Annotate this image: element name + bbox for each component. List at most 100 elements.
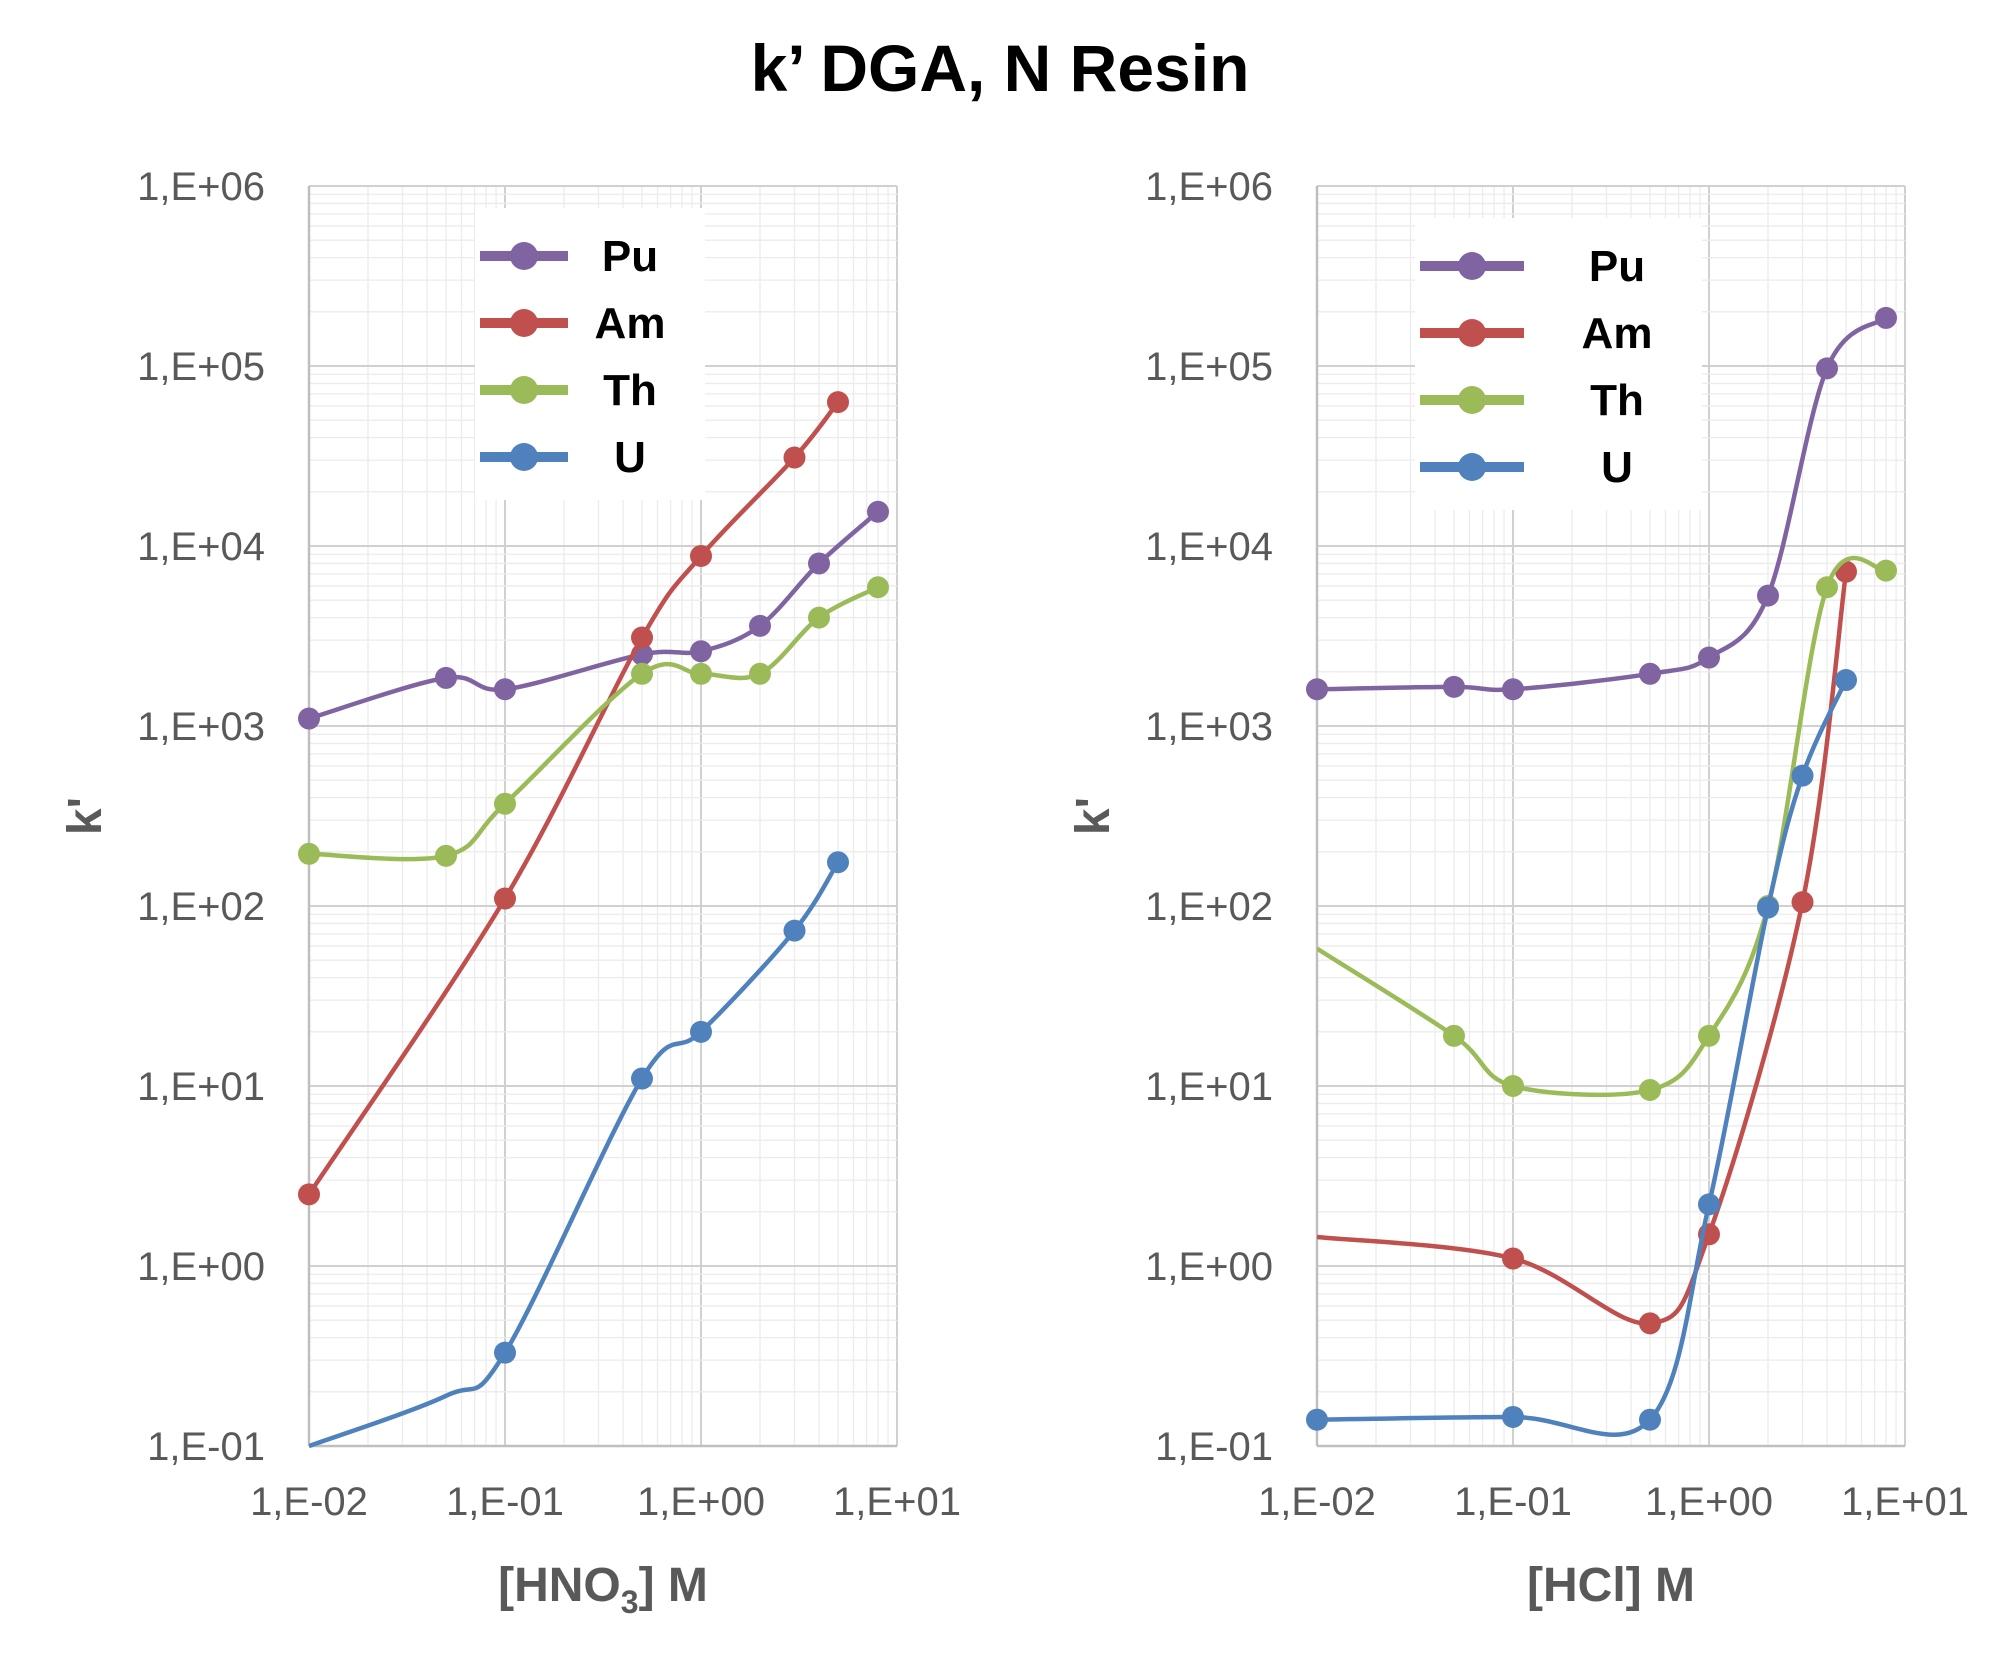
x-tick-label: 1,E-01 [446, 1480, 564, 1524]
data-point-pu [1698, 646, 1720, 669]
legend-label-u: U [1601, 443, 1633, 492]
data-point-pu [1816, 357, 1839, 380]
y-tick-label: 1,E+01 [1145, 1065, 1273, 1109]
series-am [298, 391, 849, 1206]
data-point-u [826, 851, 849, 874]
series-line-pu [309, 510, 880, 721]
data-point-u [630, 1067, 653, 1090]
y-tick-label: 1,E+06 [1145, 165, 1273, 209]
series-line-th [309, 585, 880, 862]
data-point-pu [1442, 675, 1465, 698]
data-point-pu [494, 678, 516, 701]
grid [1316, 185, 1906, 1447]
data-point-th [1816, 576, 1839, 599]
data-point-th [434, 844, 457, 867]
y-tick-label: 1,E+01 [137, 1065, 265, 1109]
data-point-th [749, 662, 772, 685]
y-tick-label: 1,E+04 [1145, 525, 1273, 569]
legend-marker-th [1458, 386, 1486, 414]
x-tick-label: 1,E+01 [1841, 1480, 1969, 1524]
data-point-am [1638, 1312, 1661, 1335]
series-th [1317, 555, 1898, 1102]
series-u [309, 851, 849, 1449]
data-point-u [1834, 669, 1857, 692]
y-tick-label: 1,E+04 [137, 525, 265, 569]
legend-label-u: U [614, 433, 646, 482]
series-pu [1306, 306, 1898, 701]
y-tick-label: 1,E+06 [137, 165, 265, 209]
series-pu [298, 500, 890, 730]
series-line-u [1317, 679, 1849, 1437]
hcl-panel: 1,E-01 1,E+00 1,E+01 1,E+02 1,E+03 1,E+04 1,E+… [1067, 165, 1969, 1612]
y-tick-label: 1,E+05 [1145, 345, 1273, 389]
series-line-am [1317, 571, 1849, 1326]
data-point-pu [1875, 306, 1898, 329]
data-point-pu [1502, 678, 1524, 701]
data-point-am [494, 887, 516, 910]
legend-marker-u [1458, 453, 1486, 481]
data-point-pu [1638, 662, 1661, 685]
data-point-pu [434, 666, 457, 689]
x-tick-label: 1,E-02 [250, 1480, 368, 1524]
data-point-th [867, 576, 890, 599]
data-point-u [1502, 1405, 1524, 1428]
data-point-pu [690, 640, 712, 663]
legend-label-am: Am [595, 299, 666, 348]
data-point-th [630, 662, 653, 685]
chart-title: k’ DGA, N Resin [750, 31, 1250, 105]
legend: Pu Am Th U [475, 208, 705, 500]
data-point-u [1638, 1408, 1661, 1431]
x-axis-title: [HCl] M [1527, 1559, 1695, 1612]
y-tick-label: 1,E-01 [1155, 1425, 1273, 1469]
data-point-u [690, 1020, 712, 1043]
legend-label-pu: Pu [1589, 242, 1645, 291]
data-point-am [783, 446, 806, 469]
y-axis-title: k' [59, 797, 112, 835]
data-point-pu [808, 552, 831, 575]
data-point-th [298, 842, 320, 865]
legend-marker-u [510, 443, 538, 471]
x-tick-label: 1,E+00 [1645, 1480, 1773, 1524]
data-point-am [690, 544, 712, 567]
data-point-th [1875, 559, 1898, 582]
x-tick-label: 1,E+00 [637, 1480, 765, 1524]
data-point-th [1442, 1024, 1465, 1047]
data-point-u [1698, 1193, 1720, 1216]
data-point-am [1791, 891, 1814, 914]
data-point-pu [867, 500, 890, 523]
y-tick-label: 1,E+02 [1145, 885, 1273, 929]
y-tick-label: 1,E+00 [137, 1245, 265, 1289]
series-line-u [309, 861, 840, 1449]
data-point-th [1502, 1075, 1524, 1097]
data-point-u [1757, 896, 1780, 919]
data-point-th [690, 662, 712, 685]
legend-marker-pu [510, 242, 538, 270]
x-tick-label: 1,E+01 [833, 1480, 961, 1524]
y-axis-title: k' [1067, 797, 1120, 835]
data-point-th [494, 792, 516, 815]
legend-label-th: Th [603, 366, 657, 415]
data-point-th [808, 606, 831, 629]
data-point-th [1698, 1024, 1720, 1047]
series-am [1317, 560, 1857, 1335]
x-tick-label: 1,E-01 [1454, 1480, 1572, 1524]
hno3-panel: 1,E-01 1,E+00 1,E+01 1,E+02 1,E+03 1,E+04 1,E+… [59, 165, 961, 1620]
legend-label-am: Am [1582, 309, 1653, 358]
series-line-th [1317, 555, 1887, 1098]
legend-marker-pu [1458, 252, 1486, 280]
data-point-th [1638, 1079, 1661, 1102]
data-point-pu [1757, 584, 1780, 607]
y-tick-label: 1,E+03 [137, 705, 265, 749]
x-tick-label: 1,E-02 [1258, 1480, 1376, 1524]
legend-label-th: Th [1590, 376, 1644, 425]
data-point-am [630, 626, 653, 649]
data-point-u [1791, 764, 1814, 787]
data-point-am [1502, 1247, 1524, 1270]
y-tick-label: 1,E+00 [1145, 1245, 1273, 1289]
data-point-pu [1306, 678, 1328, 701]
legend-label-pu: Pu [602, 232, 658, 281]
data-point-u [783, 919, 806, 942]
data-point-u [494, 1341, 516, 1364]
data-point-am [826, 391, 849, 414]
